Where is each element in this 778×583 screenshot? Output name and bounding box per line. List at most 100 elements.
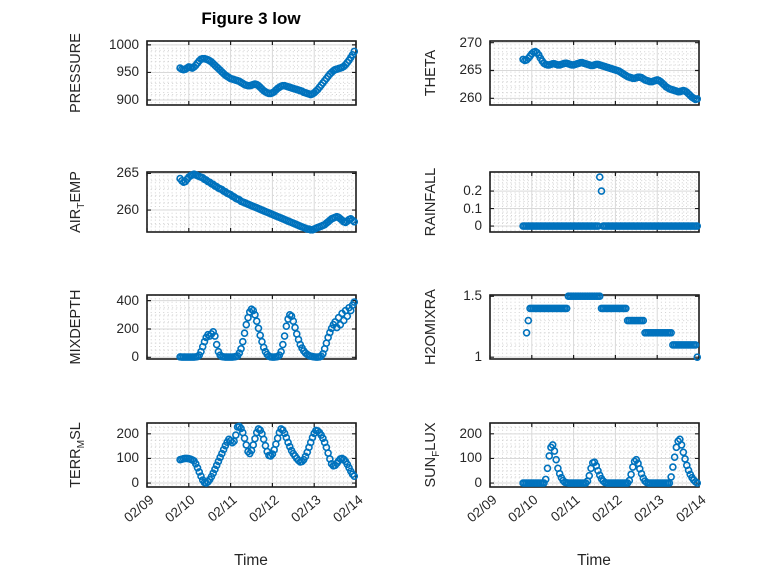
- data-point: [248, 306, 257, 315]
- data-point: [241, 320, 250, 329]
- major-grid: [146, 41, 356, 105]
- figure-title: Figure 3 low: [201, 9, 301, 28]
- data-point: [259, 435, 267, 444]
- data-series-air-temp: [175, 170, 358, 234]
- major-grid: [146, 295, 356, 359]
- axis-tick-marks: [145, 41, 357, 105]
- data-point: [349, 472, 358, 480]
- data-point: [522, 328, 530, 337]
- y-axis-label-text: PRESSURE: [68, 33, 84, 113]
- data-point: [217, 449, 226, 458]
- data-point: [539, 479, 548, 487]
- data-point: [200, 337, 208, 346]
- y-axis-label-terr-msl: TERRMSL: [68, 422, 87, 488]
- data-point: [250, 434, 259, 443]
- y-axis-label-air-temp: AIRTEMP: [68, 171, 87, 233]
- data-point: [691, 341, 699, 349]
- data-series-sun-flux: [518, 435, 701, 487]
- y-axis-label-text: TERR: [68, 448, 84, 488]
- y-tick-label: 950: [116, 64, 139, 80]
- y-axis-label-text: AIR: [68, 208, 84, 233]
- data-point: [255, 426, 264, 434]
- y-tick-label: 0.1: [463, 200, 482, 216]
- data-point: [228, 438, 236, 447]
- axes-frame: [488, 171, 700, 233]
- axis-tick-marks: [488, 172, 700, 232]
- data-point: [595, 292, 604, 301]
- data-point: [593, 466, 602, 475]
- data-point: [349, 298, 358, 306]
- data-point: [308, 433, 316, 442]
- data-point: [670, 453, 678, 462]
- data-point: [280, 332, 288, 340]
- data-point: [282, 322, 290, 330]
- data-point: [621, 304, 630, 313]
- y-axis-label-subscript: M: [76, 439, 87, 449]
- data-point: [276, 347, 285, 356]
- data-point: [215, 453, 224, 462]
- data-point: [212, 461, 220, 470]
- subplot-theta: [488, 40, 701, 106]
- data-point: [692, 479, 701, 487]
- data-point: [271, 440, 280, 448]
- major-grid: [146, 172, 356, 232]
- data-point: [541, 475, 550, 484]
- y-axis-label-mixdepth: MIXDEPTH: [68, 290, 84, 365]
- data-point: [210, 332, 219, 340]
- data-point: [194, 468, 203, 476]
- y-tick-label: 400: [116, 292, 139, 308]
- y-tick-label: 260: [459, 90, 482, 106]
- data-point: [208, 469, 217, 478]
- y-tick-label: 1: [474, 349, 482, 365]
- y-tick-label: 1000: [108, 36, 139, 52]
- data-point: [255, 331, 264, 340]
- data-point: [235, 349, 243, 357]
- data-series-pressure: [175, 47, 358, 99]
- data-point: [301, 452, 309, 461]
- data-point: [318, 434, 327, 443]
- data-point: [278, 340, 287, 349]
- data-point: [692, 353, 701, 361]
- data-point: [238, 337, 247, 346]
- data-point: [236, 345, 245, 353]
- data-point: [259, 343, 267, 352]
- data-point: [240, 329, 248, 338]
- data-point: [543, 464, 551, 473]
- data-point: [632, 455, 640, 464]
- data-point: [212, 340, 220, 349]
- data-point: [637, 469, 645, 478]
- data-point: [323, 449, 332, 457]
- y-tick-label: 0.2: [463, 183, 482, 199]
- axis-tick-marks: [145, 295, 357, 359]
- data-point: [692, 95, 701, 103]
- y-tick-label: 1.5: [463, 288, 482, 304]
- data-point: [193, 463, 201, 472]
- data-point: [248, 441, 257, 449]
- y-tick-label: 260: [116, 202, 139, 218]
- subplot-pressure: [145, 40, 358, 106]
- axis-tick-marks: [488, 41, 700, 105]
- y-tick-label: 265: [116, 165, 139, 181]
- y-tick-label: 100: [459, 450, 482, 466]
- data-point: [285, 442, 294, 451]
- data-point: [679, 448, 687, 457]
- y-tick-label: 0: [474, 218, 482, 234]
- data-series-rainfall: [518, 173, 701, 230]
- data-point: [666, 328, 675, 337]
- y-tick-label: 0: [131, 475, 139, 491]
- major-grid: [489, 295, 699, 359]
- y-axis-label-text: SL: [68, 422, 84, 440]
- data-point: [240, 434, 248, 443]
- axis-tick-marks: [145, 423, 357, 487]
- data-point: [231, 431, 240, 439]
- data-point: [524, 316, 532, 325]
- y-tick-label: 265: [459, 62, 482, 78]
- data-point: [692, 222, 701, 230]
- subplot-sun-flux: [488, 422, 701, 488]
- data-point: [680, 455, 689, 463]
- data-point: [283, 438, 292, 447]
- data-point: [210, 465, 219, 474]
- axes-frame: [145, 171, 357, 233]
- y-axis-label-text: MIXDEPTH: [68, 289, 84, 365]
- subplot-terr-msl: [145, 422, 358, 488]
